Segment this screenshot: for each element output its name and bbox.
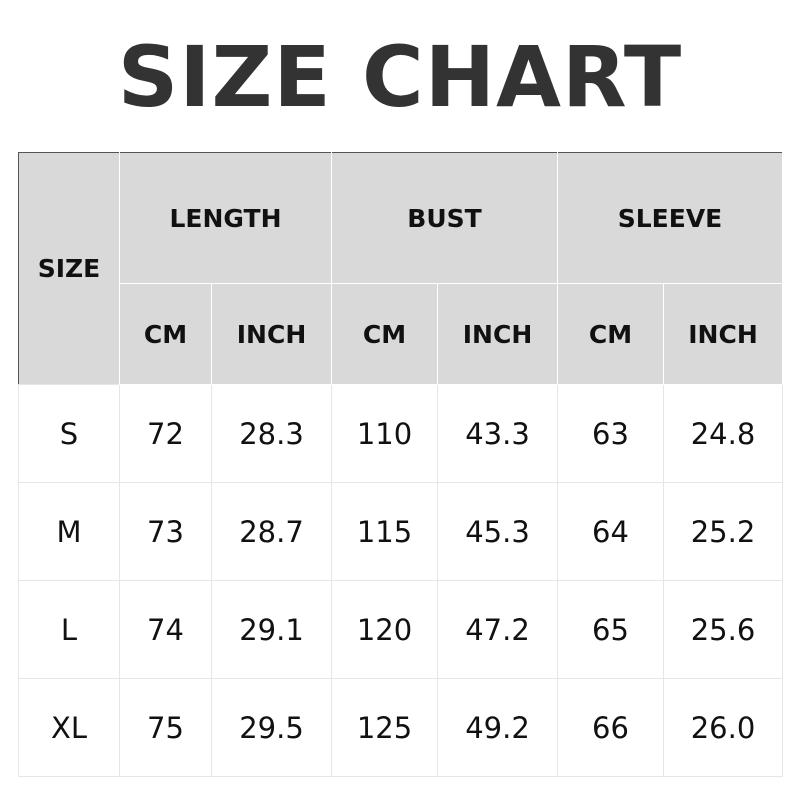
value-cell: 74 bbox=[119, 580, 212, 679]
value-cell: 29.5 bbox=[211, 678, 332, 777]
unit-header: INCH bbox=[211, 283, 332, 385]
unit-header: CM bbox=[119, 283, 212, 385]
unit-header: CM bbox=[331, 283, 438, 385]
unit-header: CM bbox=[557, 283, 664, 385]
value-cell: 72 bbox=[119, 384, 212, 483]
size-cell: XL bbox=[18, 678, 120, 777]
value-cell: 28.3 bbox=[211, 384, 332, 483]
value-cell: 47.2 bbox=[437, 580, 558, 679]
table-row: XL 75 29.5 125 49.2 66 26.0 bbox=[18, 678, 783, 777]
value-cell: 110 bbox=[331, 384, 438, 483]
header-row-groups: SIZE LENGTH BUST SLEEVE bbox=[18, 152, 783, 385]
value-cell: 49.2 bbox=[437, 678, 558, 777]
sleeve-header: SLEEVE bbox=[557, 152, 783, 284]
header-row-units: CM INCH CM INCH CM INCH bbox=[19, 283, 783, 385]
table-row: M 73 28.7 115 45.3 64 25.2 bbox=[18, 482, 783, 581]
value-cell: 73 bbox=[119, 482, 212, 581]
value-cell: 43.3 bbox=[437, 384, 558, 483]
bust-header: BUST bbox=[331, 152, 558, 284]
value-cell: 64 bbox=[557, 482, 664, 581]
value-cell: 65 bbox=[557, 580, 664, 679]
value-cell: 45.3 bbox=[437, 482, 558, 581]
table-row: L 74 29.1 120 47.2 65 25.6 bbox=[18, 580, 783, 679]
value-cell: 63 bbox=[557, 384, 664, 483]
page-title: SIZE CHART bbox=[117, 28, 683, 126]
value-cell: 25.2 bbox=[663, 482, 783, 581]
size-cell: S bbox=[18, 384, 120, 483]
value-cell: 26.0 bbox=[663, 678, 783, 777]
table-row: S 72 28.3 110 43.3 63 24.8 bbox=[18, 384, 783, 483]
value-cell: 115 bbox=[331, 482, 438, 581]
length-header: LENGTH bbox=[119, 152, 332, 284]
value-cell: 125 bbox=[331, 678, 438, 777]
size-header: SIZE bbox=[18, 152, 120, 385]
value-cell: 29.1 bbox=[211, 580, 332, 679]
value-cell: 120 bbox=[331, 580, 438, 679]
size-cell: L bbox=[18, 580, 120, 679]
value-cell: 25.6 bbox=[663, 580, 783, 679]
value-cell: 66 bbox=[557, 678, 664, 777]
value-cell: 75 bbox=[119, 678, 212, 777]
size-chart-table: SIZE LENGTH BUST SLEEVE CM INCH CM INCH … bbox=[18, 152, 783, 777]
unit-header: INCH bbox=[663, 283, 783, 385]
size-cell: M bbox=[18, 482, 120, 581]
unit-header: INCH bbox=[437, 283, 558, 385]
value-cell: 28.7 bbox=[211, 482, 332, 581]
value-cell: 24.8 bbox=[663, 384, 783, 483]
